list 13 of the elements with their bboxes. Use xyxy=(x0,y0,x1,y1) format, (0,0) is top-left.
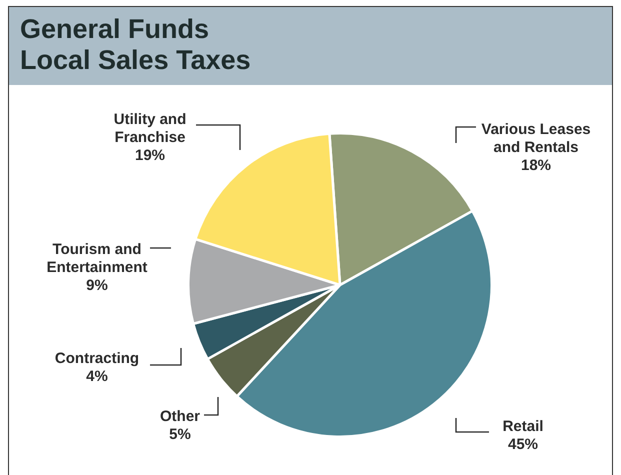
data-label: 18% xyxy=(520,157,552,174)
slice-label: Retail xyxy=(502,418,544,435)
data-label: 5% xyxy=(169,426,191,443)
slice-label: Tourism and Entertainment xyxy=(46,241,148,276)
slice-label: Contracting xyxy=(54,350,140,367)
data-label: 9% xyxy=(86,277,108,294)
data-label: 19% xyxy=(134,147,166,164)
slice-label: Various Leases and Rentals xyxy=(481,121,591,156)
data-label: 4% xyxy=(86,368,108,385)
slice-label: Other xyxy=(160,408,200,425)
chart-title: General Funds Local Sales Taxes xyxy=(20,14,251,76)
slice-label: Utility and Franchise xyxy=(114,111,186,146)
data-label: 45% xyxy=(508,436,538,453)
